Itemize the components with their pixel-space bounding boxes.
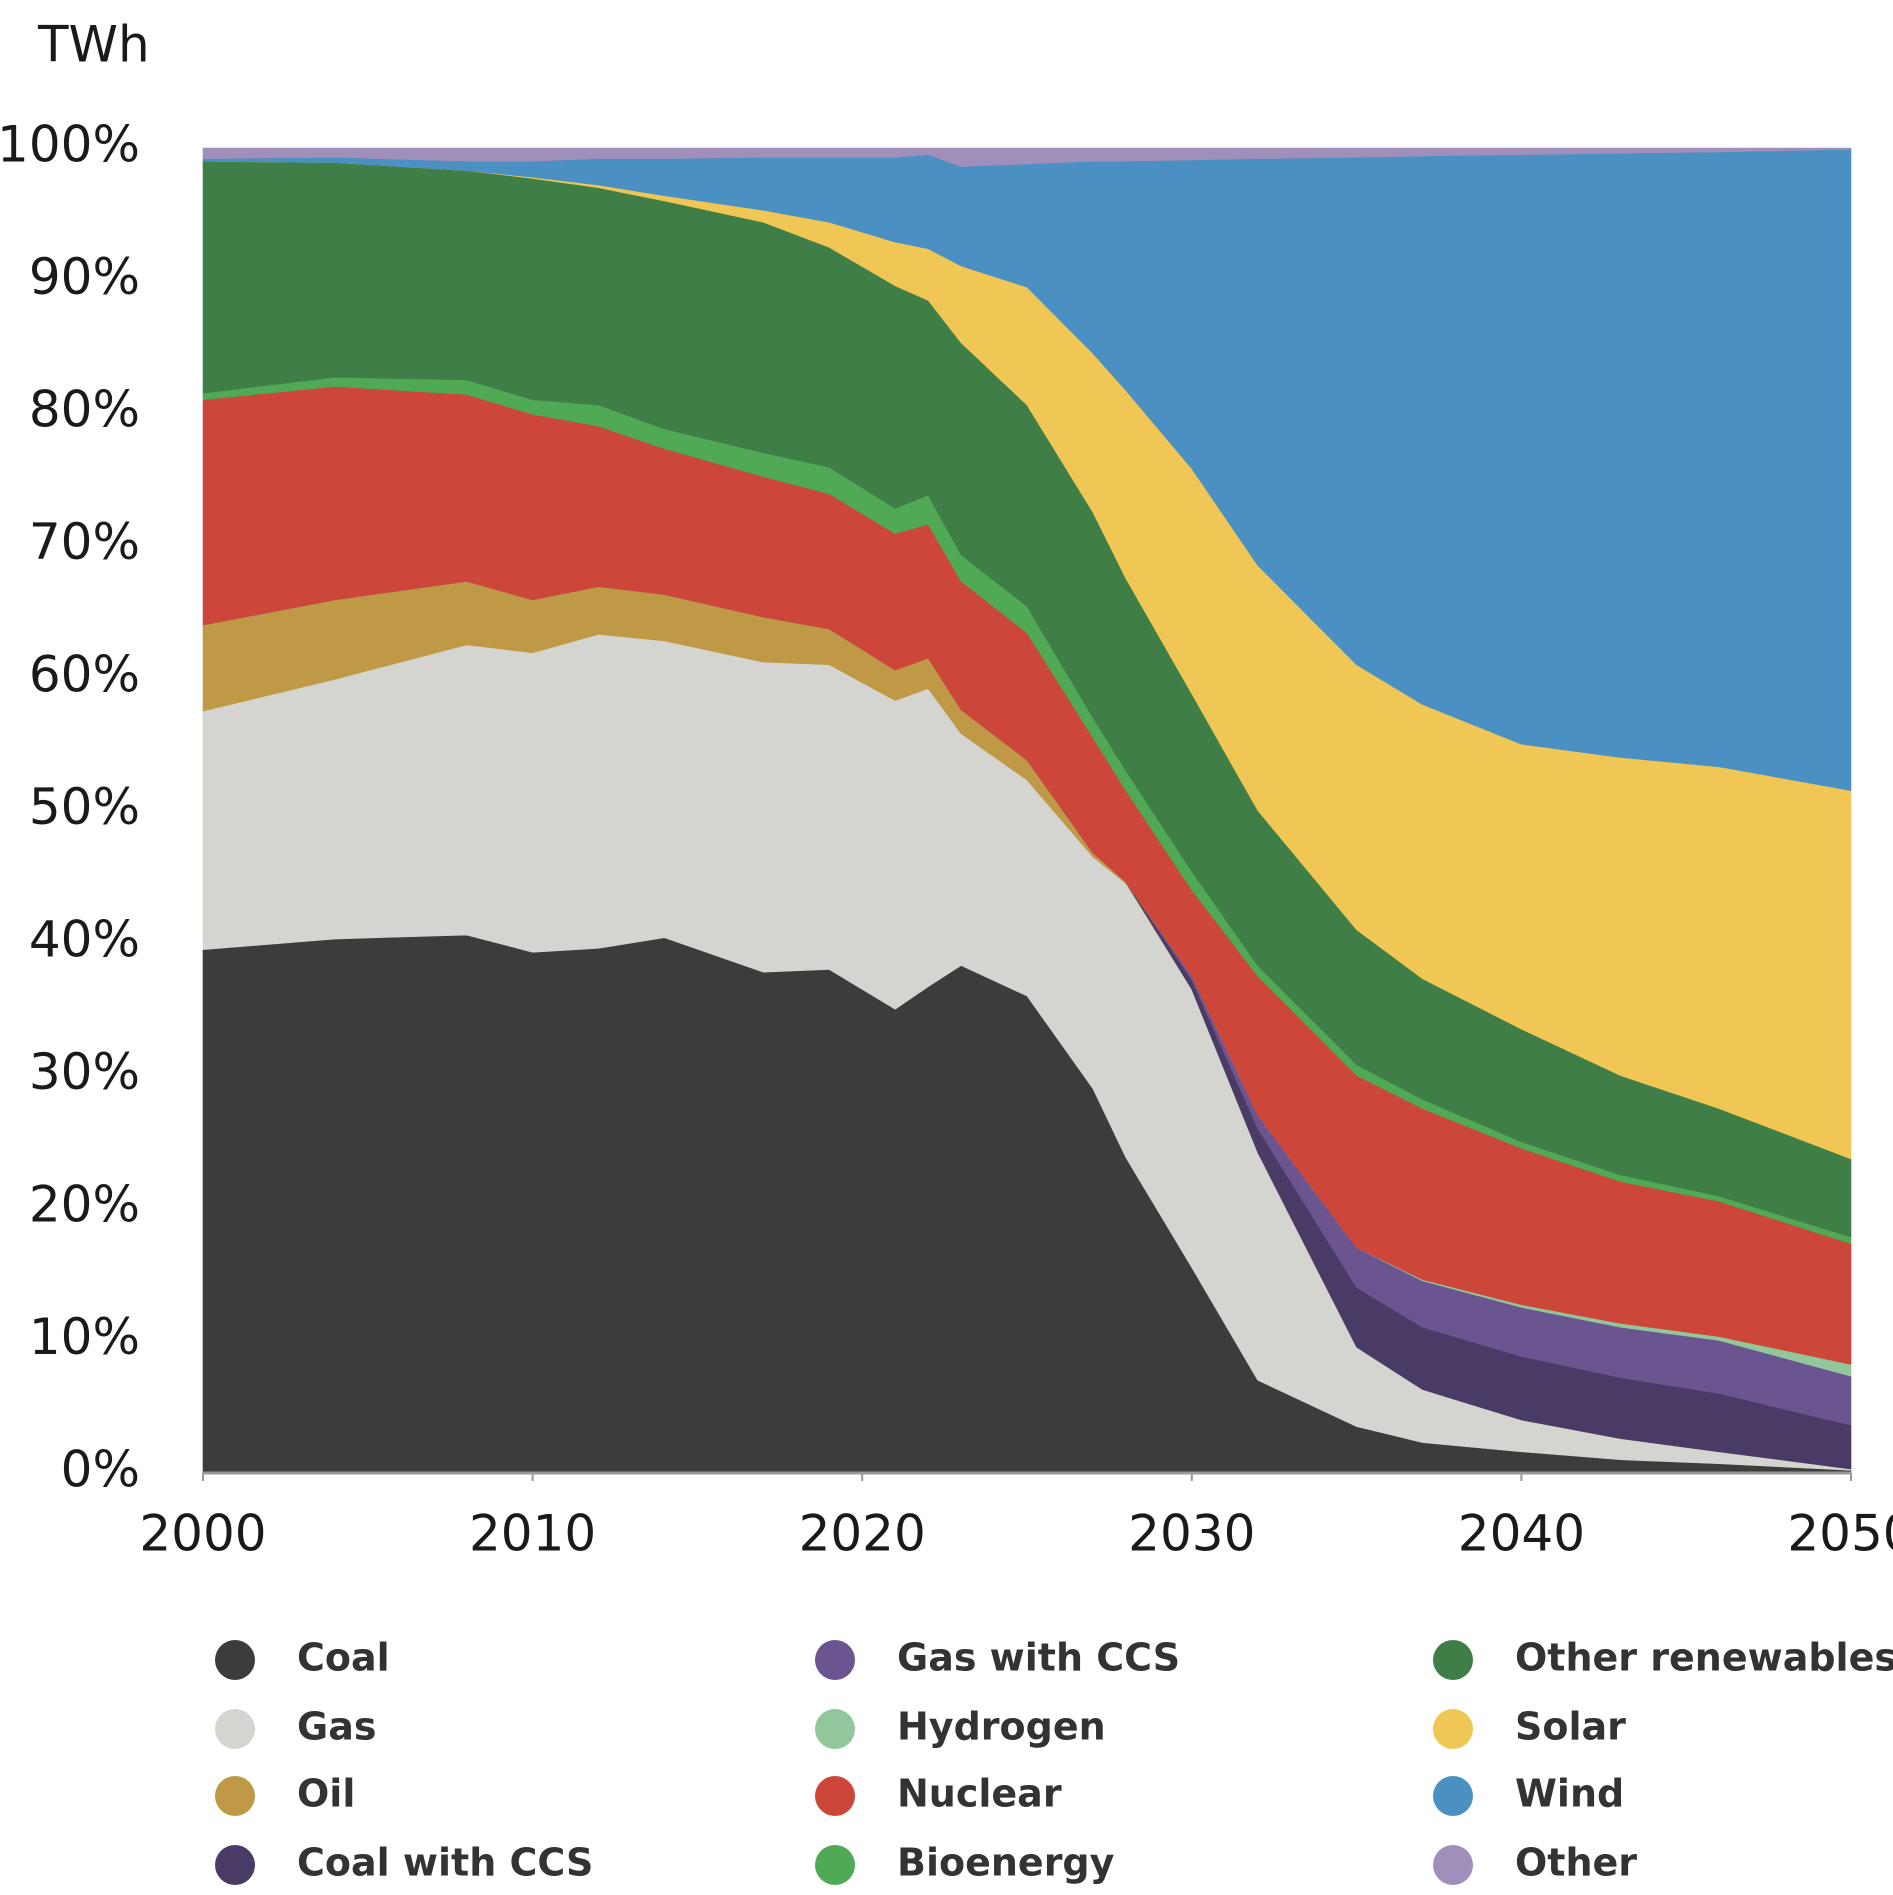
legend-swatch xyxy=(215,1709,255,1749)
y-tick-label: 100% xyxy=(0,116,140,174)
legend-label: Hydrogen xyxy=(897,1705,1106,1749)
legend-label: Other renewables xyxy=(1515,1636,1893,1680)
y-tick-label: 40% xyxy=(29,911,140,969)
x-tick-label: 2030 xyxy=(1128,1505,1255,1563)
legend-swatch xyxy=(815,1640,855,1680)
legend-swatch xyxy=(815,1709,855,1749)
y-tick-label: 10% xyxy=(29,1308,140,1366)
y-tick-label: 50% xyxy=(29,778,140,836)
legend-label: Gas xyxy=(297,1705,376,1749)
legend-label: Coal with CCS xyxy=(297,1841,593,1885)
legend-label: Nuclear xyxy=(897,1772,1062,1816)
legend-label: Coal xyxy=(297,1636,390,1680)
x-tick-label: 2000 xyxy=(139,1505,266,1563)
legend-swatch xyxy=(215,1776,255,1816)
legend-label: Bioenergy xyxy=(897,1841,1115,1885)
legend-swatch xyxy=(1433,1776,1473,1816)
legend-label: Solar xyxy=(1515,1705,1626,1749)
legend-swatch xyxy=(1433,1845,1473,1885)
legend-swatch xyxy=(1433,1709,1473,1749)
legend-swatch xyxy=(215,1640,255,1680)
legend-swatch xyxy=(1433,1640,1473,1680)
legend-label: Gas with CCS xyxy=(897,1636,1180,1680)
y-tick-label: 90% xyxy=(29,248,140,306)
y-tick-label: 30% xyxy=(29,1043,140,1101)
y-tick-label: 60% xyxy=(29,646,140,704)
legend-swatch xyxy=(815,1776,855,1816)
x-tick-label: 2020 xyxy=(799,1505,926,1563)
x-tick-label: 2050 xyxy=(1787,1505,1893,1563)
legend-label: Other xyxy=(1515,1841,1637,1885)
y-tick-label: 70% xyxy=(29,513,140,571)
area xyxy=(202,147,1852,167)
y-tick-label: 20% xyxy=(29,1176,140,1234)
y-axis-label: TWh xyxy=(37,16,150,74)
legend-swatch xyxy=(215,1845,255,1885)
legend-label: Oil xyxy=(297,1772,355,1816)
legend-label: Wind xyxy=(1515,1772,1624,1816)
legend-swatch xyxy=(815,1845,855,1885)
x-tick-label: 2040 xyxy=(1458,1505,1585,1563)
y-tick-label: 0% xyxy=(61,1441,140,1499)
y-tick-label: 80% xyxy=(29,381,140,439)
x-tick-label: 2010 xyxy=(469,1505,596,1563)
